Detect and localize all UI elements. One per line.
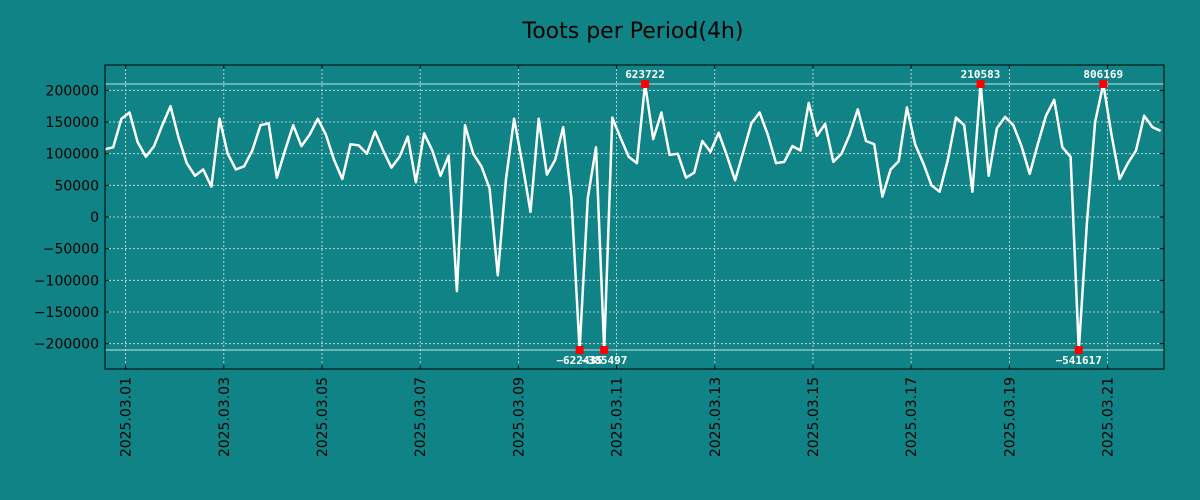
x-tick-label: 2025.03.17	[904, 377, 920, 457]
peak-markers	[575, 80, 1108, 354]
peak-annotation: 623722	[625, 68, 665, 81]
y-tick-label: 50000	[54, 178, 99, 194]
peak-annotation: 210583	[961, 68, 1001, 81]
y-tick-label: −200000	[34, 337, 99, 353]
y-tick-label: −50000	[43, 242, 99, 258]
x-tick-label: 2025.03.21	[1101, 377, 1117, 457]
y-tick-label: 0	[90, 210, 99, 226]
x-tick-label: 2025.03.19	[1002, 377, 1018, 457]
series-layer	[104, 82, 1162, 352]
y-tick-label: −100000	[34, 273, 99, 289]
x-tick-label: 2025.03.09	[511, 377, 527, 457]
x-tick-label: 2025.03.03	[217, 377, 233, 457]
clip-lines	[105, 83, 1164, 351]
y-tick-label: 100000	[46, 147, 99, 163]
x-tick-label: 2025.03.11	[610, 377, 626, 457]
x-tick-label: 2025.03.01	[119, 377, 135, 457]
grid	[105, 65, 1164, 369]
x-tick-label: 2025.03.15	[806, 377, 822, 457]
peak-annotation: −622435	[556, 354, 602, 367]
y-axis-labels: −200000 −150000 −100000 −50000 0 50000 100000 1…	[34, 83, 99, 352]
peak-annotation: 806169	[1083, 68, 1123, 81]
y-tick-label: 150000	[46, 115, 99, 131]
x-tick-label: 2025.03.07	[413, 377, 429, 457]
peak-marker	[641, 80, 650, 88]
axis-ticks	[105, 65, 1164, 369]
chart-title: Toots per Period(4h)	[522, 19, 744, 44]
y-tick-label: 200000	[46, 83, 99, 99]
y-tick-label: −150000	[34, 305, 99, 321]
x-tick-label: 2025.03.13	[708, 377, 724, 457]
peak-marker	[600, 346, 609, 354]
peak-marker	[575, 346, 584, 354]
peak-annotation: −541617	[1056, 354, 1102, 367]
series-line-toots	[104, 82, 1162, 352]
x-tick-label: 2025.03.05	[315, 377, 331, 457]
peak-marker	[1074, 346, 1083, 354]
peak-marker	[1099, 80, 1108, 88]
x-axis-labels: 2025.03.01 2025.03.03 2025.03.05 2025.03.07…	[119, 377, 1117, 457]
peak-annotation: −385497	[581, 354, 627, 367]
peak-annotations: −622435−385497 623722 210583 −541617 806169	[556, 68, 1123, 367]
peak-marker	[976, 80, 985, 88]
